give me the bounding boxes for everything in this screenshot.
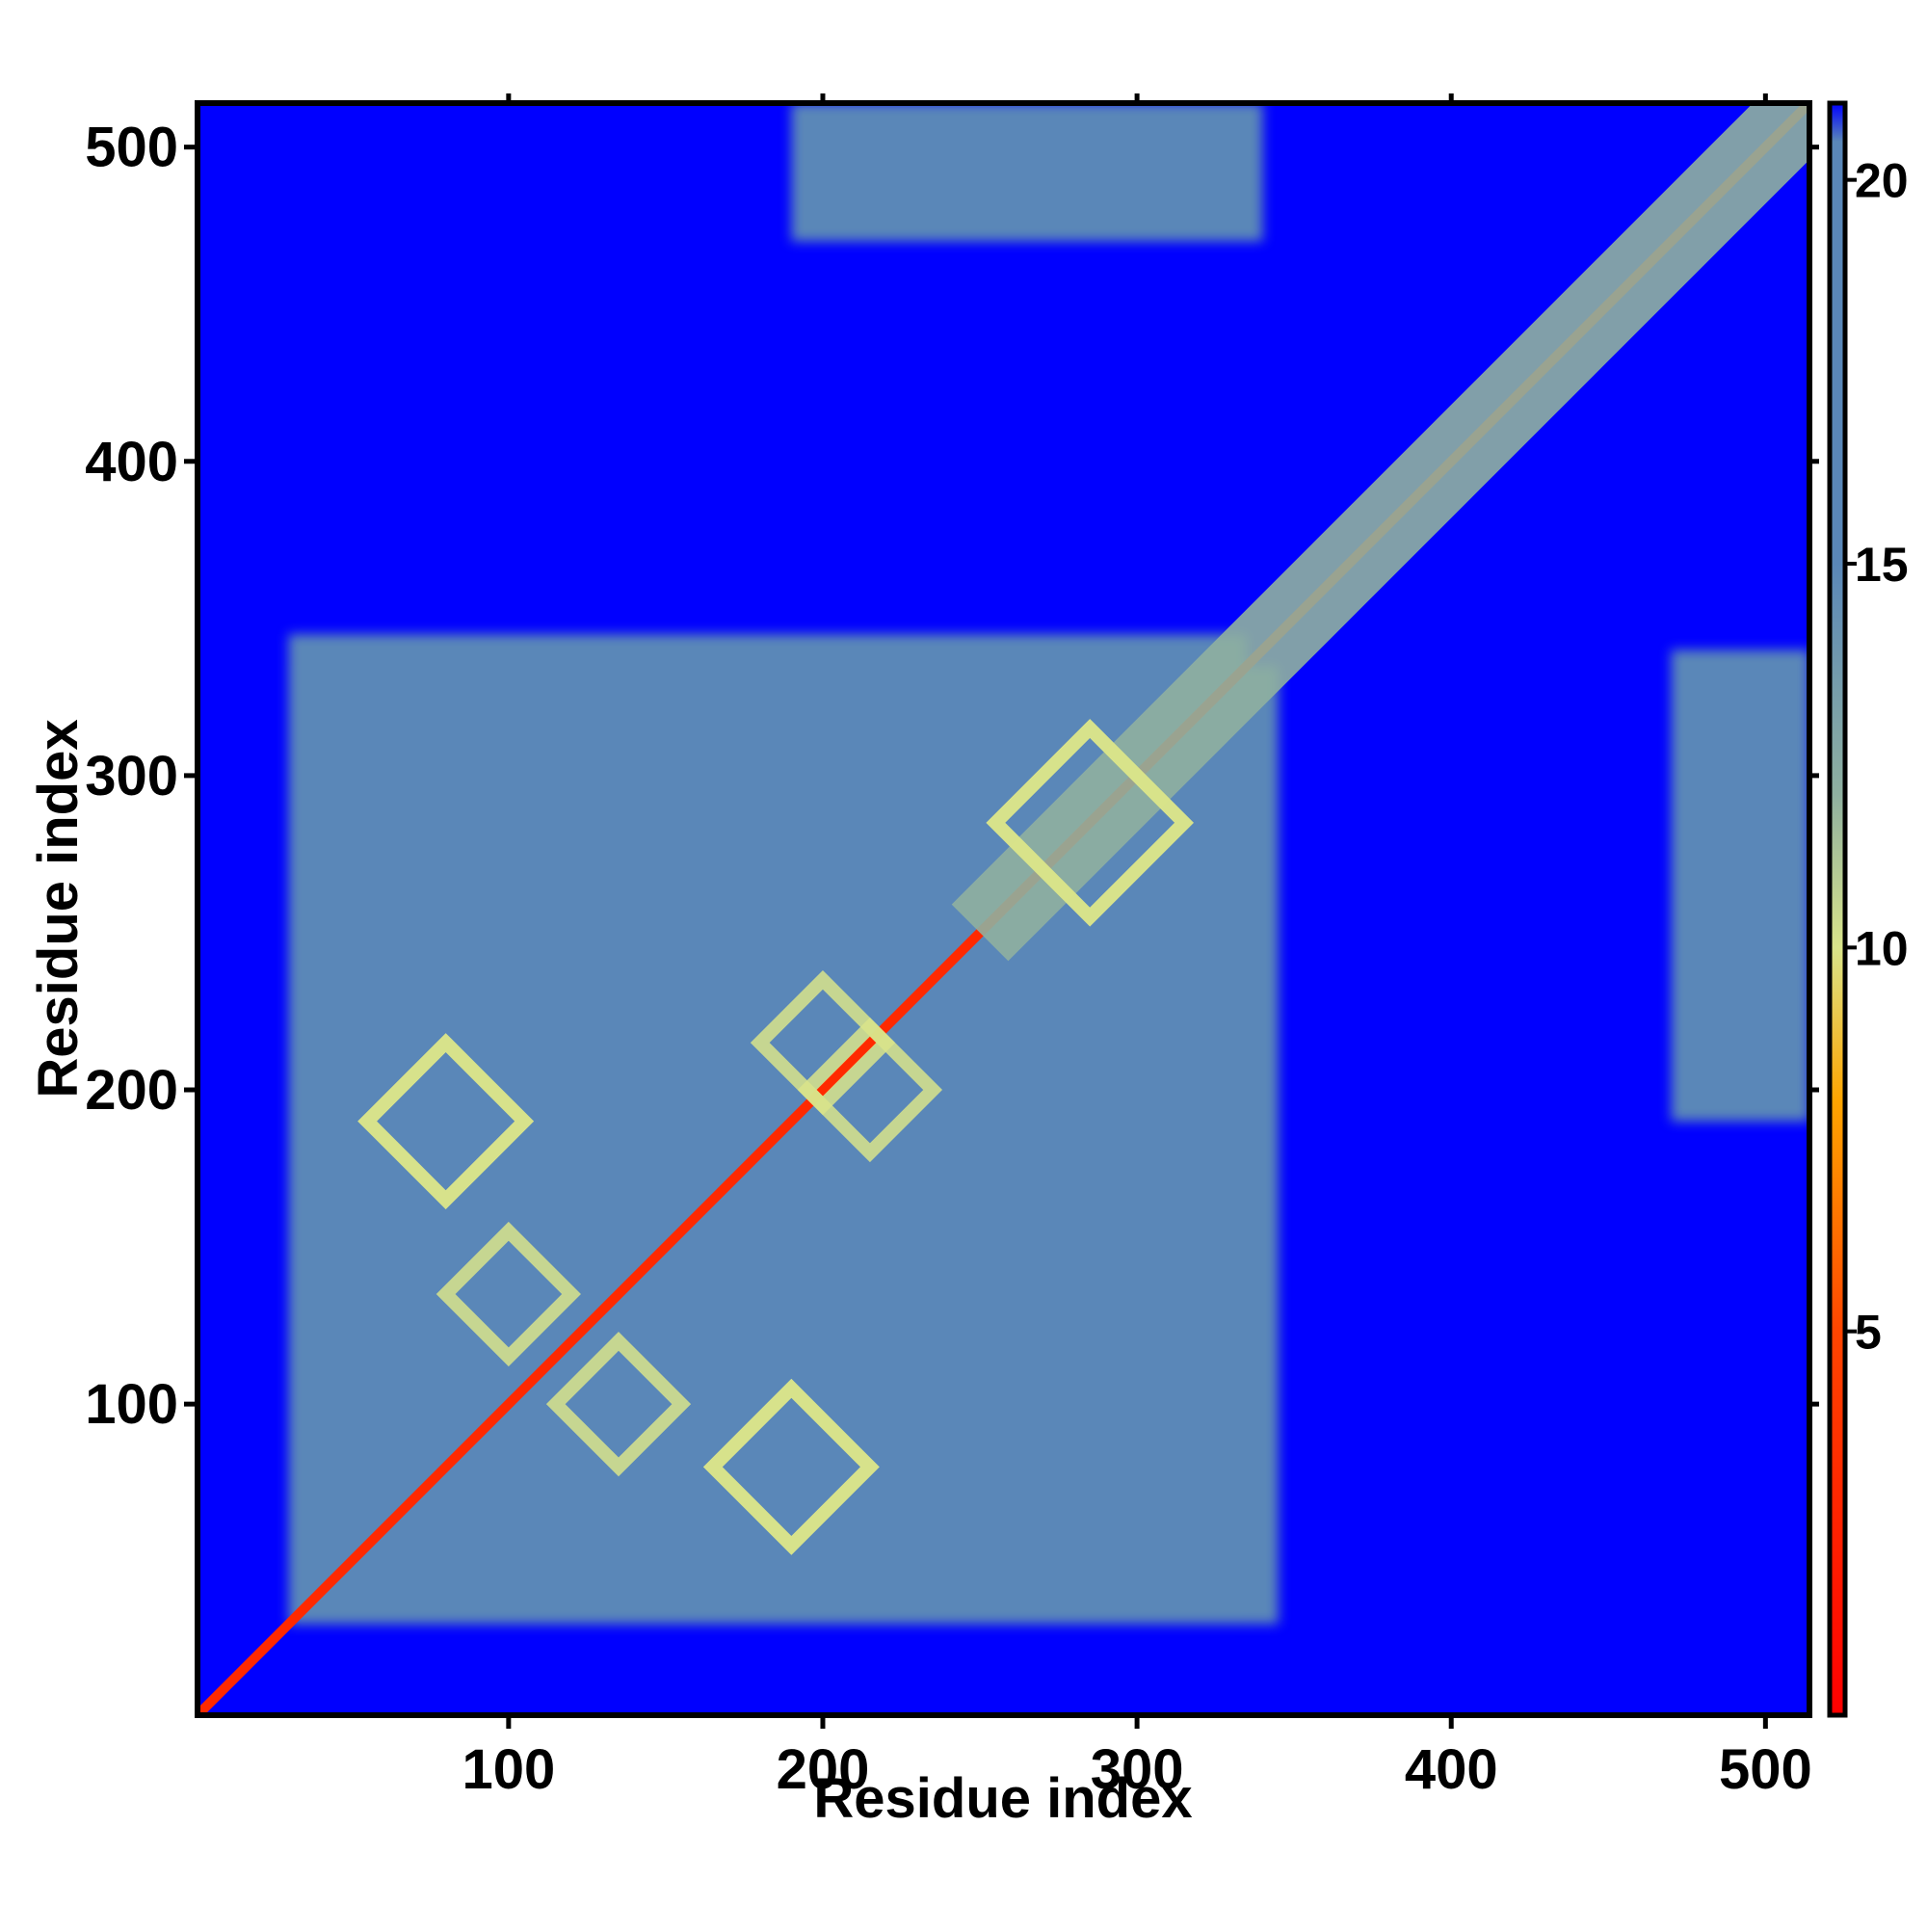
x-tick-label: 500: [1719, 1738, 1812, 1801]
colorbar-tick-label: 5: [1855, 1306, 1882, 1360]
y-tick-label: 100: [85, 1373, 178, 1436]
plot-frame: [195, 100, 1812, 1718]
heatmap-diamond-5-1: [986, 719, 1194, 927]
y-tick-label: 400: [85, 431, 178, 493]
heatmap-features: [198, 103, 1809, 1715]
y-axis-ticks: 100 200 300 400 500: [85, 117, 1819, 1436]
x-tick-label: 300: [1091, 1738, 1184, 1801]
x-tick-label: 100: [462, 1738, 555, 1801]
heatmap-diamond-7-0: [702, 1378, 880, 1555]
colorbar-ticks: 5 10 15 20: [1845, 154, 1909, 1360]
colorbar-tick-label: 15: [1855, 538, 1909, 592]
x-axis-title: Residue index: [813, 1767, 1192, 1830]
x-axis-ticks: 100 200 300 400 500: [462, 93, 1812, 1801]
heatmap-block-3-0: [1671, 665, 1809, 1122]
y-tick-label: 300: [85, 745, 178, 807]
heatmap-band-4: [951, 103, 1809, 962]
colorbar-tick-label: 20: [1855, 154, 1909, 208]
heatmap-diamond-8-1: [797, 1017, 943, 1163]
y-tick-label: 200: [85, 1059, 178, 1122]
colorbar-tick-label: 10: [1855, 921, 1909, 975]
heatmap-cells: [198, 103, 1809, 1715]
heatmap-block-3-1: [791, 103, 1248, 242]
y-tick-label: 500: [85, 117, 178, 179]
heatmap-diamond-7-1: [357, 1033, 535, 1210]
y-axis-title: Residue index: [27, 719, 90, 1098]
x-tick-label: 200: [777, 1738, 870, 1801]
heatmap-diamond-9-1: [545, 1332, 692, 1477]
x-tick-label: 400: [1405, 1738, 1498, 1801]
colorbar: [1827, 100, 1848, 1718]
heatmap-diamond-9-0: [436, 1221, 581, 1367]
